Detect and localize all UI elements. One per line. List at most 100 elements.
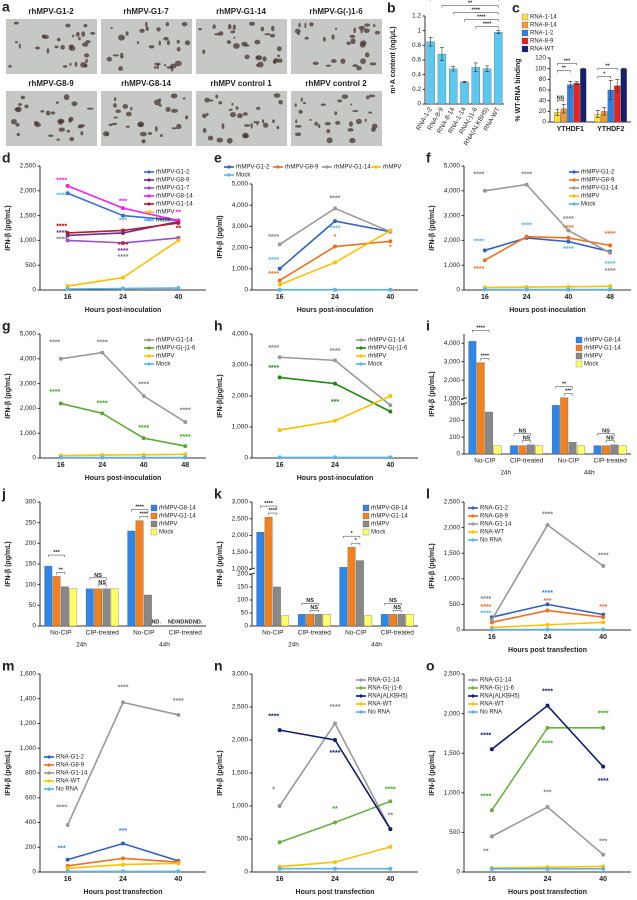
plaque — [257, 61, 264, 68]
legend-label: RNA-G1-2 — [56, 755, 85, 761]
plaque — [56, 37, 61, 42]
y-tick-label: 1 — [417, 27, 421, 34]
annotation: **** — [330, 750, 341, 757]
panel-label: i — [426, 318, 430, 334]
significance-bracket — [384, 603, 402, 606]
plaque — [62, 65, 68, 68]
panel-label: o — [426, 658, 435, 674]
plaque — [352, 109, 359, 113]
plaque — [277, 54, 281, 58]
image-caption: rhMPV control 2 — [305, 79, 367, 88]
legend-swatch — [374, 165, 378, 169]
plaque — [369, 62, 377, 66]
significance-bracket — [452, 12, 499, 15]
point — [183, 455, 188, 460]
legend-swatch — [359, 346, 363, 350]
annotation: **** — [268, 714, 279, 721]
annotation: **** — [480, 733, 491, 740]
error-bar — [451, 66, 456, 72]
plaque — [153, 66, 157, 69]
bar — [471, 67, 480, 105]
annotation: **** — [473, 238, 484, 245]
plaque — [48, 134, 54, 137]
annotation: **** — [605, 261, 616, 268]
plaque — [277, 58, 283, 63]
series-line — [484, 285, 611, 289]
point — [277, 375, 282, 380]
point — [601, 627, 606, 632]
bar — [314, 614, 323, 627]
bar — [397, 614, 406, 627]
y-tick-label: 200 — [25, 540, 36, 547]
point — [388, 394, 393, 398]
plaque — [273, 93, 281, 98]
point — [65, 866, 70, 871]
point — [121, 841, 125, 846]
plaque — [86, 107, 94, 110]
y-tick-label: 1,000 — [232, 566, 249, 573]
y-tick-label: 3,000 — [20, 380, 37, 387]
significance-bracket — [557, 70, 571, 73]
significance-bracket — [89, 577, 107, 580]
plaque — [227, 23, 232, 30]
x-tick-label: 16 — [488, 876, 496, 883]
plaque — [82, 42, 89, 47]
legend-swatch — [471, 694, 475, 698]
bar — [494, 31, 503, 105]
legend-swatch — [227, 173, 231, 177]
point — [333, 455, 337, 460]
significance-bracket — [557, 100, 565, 103]
annotation: **** — [138, 382, 149, 389]
annotation: **** — [97, 340, 108, 347]
significance-label: **** — [472, 8, 481, 14]
legend-swatch — [362, 512, 370, 520]
legend-label: RNA-G8-9 — [56, 763, 85, 769]
plaque — [50, 111, 56, 115]
series-line — [491, 806, 604, 856]
significance-label: NS — [602, 429, 610, 435]
x-axis-label: Hours post transfection — [508, 889, 587, 896]
plaque — [348, 121, 353, 127]
bar — [347, 547, 356, 627]
plaque — [118, 66, 124, 71]
annotation: ** — [176, 225, 182, 232]
significance-label: *** — [53, 550, 60, 556]
legend-swatch — [359, 354, 363, 358]
plaque — [63, 94, 70, 101]
plaque — [334, 27, 338, 30]
point — [277, 242, 282, 247]
annotation: *** — [58, 845, 66, 852]
annotation: *** — [119, 199, 127, 206]
plaque — [166, 40, 171, 46]
panel-label: e — [214, 150, 222, 166]
plaque — [347, 128, 354, 132]
y-tick-label: 50 — [29, 602, 37, 609]
image-caption: rhMPV-G1-2 — [28, 7, 74, 16]
plaque — [170, 93, 178, 99]
annotation: ** — [483, 848, 489, 855]
significance-label: **** — [139, 512, 148, 518]
significance-bracket — [343, 535, 361, 539]
x-tick-label: No-CIP — [262, 630, 283, 637]
legend-swatch — [150, 528, 158, 536]
y-axis-label: % WT-RNA binding — [515, 58, 522, 121]
legend-label: rhMPV-G8-14 — [584, 338, 621, 344]
y-tick-label: 1,500 — [444, 750, 461, 757]
significance-bracket — [522, 440, 532, 443]
bar — [526, 444, 535, 455]
plaque — [108, 123, 113, 127]
plaque — [229, 111, 236, 118]
plaque — [312, 61, 319, 65]
error-bar — [595, 109, 600, 119]
plaque — [20, 95, 26, 100]
point — [141, 436, 146, 441]
point — [545, 602, 550, 607]
plaque — [176, 123, 182, 130]
plaque — [54, 45, 59, 49]
group-label: 24h — [76, 642, 87, 649]
plaque — [232, 42, 240, 49]
plaque — [80, 131, 84, 136]
legend-label: RNA-G1-2 — [480, 506, 509, 512]
legend-swatch — [359, 694, 363, 698]
plaque — [80, 62, 87, 68]
